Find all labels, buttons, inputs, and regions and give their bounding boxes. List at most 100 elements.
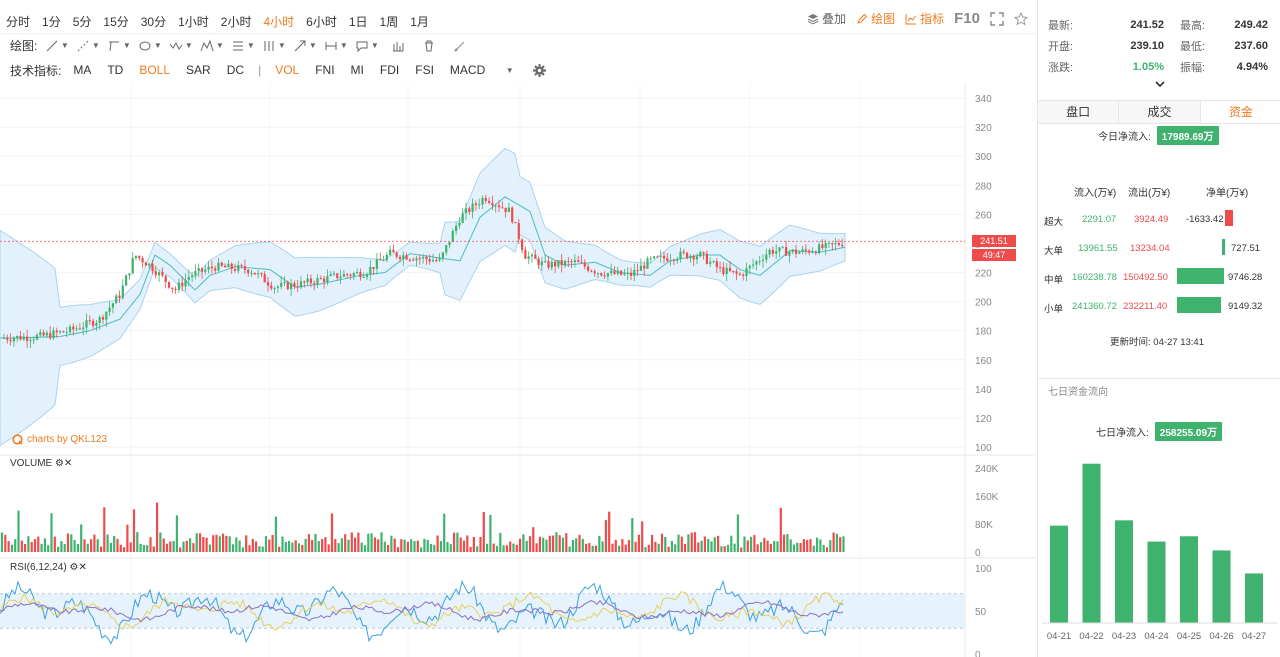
ind-sar[interactable]: SAR xyxy=(186,63,211,77)
volume-bar xyxy=(258,546,261,552)
candle-body xyxy=(250,272,253,274)
ind-macd[interactable]: MACD xyxy=(449,63,486,77)
volume-bar xyxy=(519,538,522,552)
indicator-settings[interactable] xyxy=(524,60,555,80)
volume-bar xyxy=(789,539,792,552)
volume-settings-icon[interactable]: ⚙ xyxy=(55,458,64,469)
tf-2h[interactable]: 2小时 xyxy=(220,14,252,29)
tab-funds[interactable]: 资金 xyxy=(1200,101,1280,123)
note-tool[interactable]: ▼ xyxy=(351,36,382,56)
kline-chart[interactable]: 3403203002802602402202001801601401201002… xyxy=(0,84,1036,657)
candle-body xyxy=(732,270,735,272)
tf-1d[interactable]: 1日 xyxy=(348,14,368,29)
channel-tool[interactable]: ▼ xyxy=(103,36,134,56)
candle-body xyxy=(177,282,180,290)
delete-drawings[interactable] xyxy=(413,36,444,56)
tab-orderbook[interactable]: 盘口 xyxy=(1038,101,1120,123)
ind-vol[interactable]: VOL xyxy=(275,63,300,77)
volume-bar xyxy=(769,543,772,552)
volume-bar xyxy=(783,534,786,552)
indicator-button[interactable]: 指标 xyxy=(905,10,944,27)
volume-close-icon[interactable]: ✕ xyxy=(63,458,73,469)
volume-bar xyxy=(113,536,116,552)
candle-body xyxy=(22,336,25,340)
candle-body xyxy=(39,332,42,336)
expand-chevron-icon[interactable] xyxy=(1154,80,1166,88)
rsi-settings-icon[interactable]: ⚙ xyxy=(69,562,79,573)
fib-tool[interactable]: ▼ xyxy=(227,36,258,56)
candle-body xyxy=(237,265,240,271)
volume-bar xyxy=(446,542,449,552)
fullscreen-icon[interactable] xyxy=(990,11,1004,26)
candle-body xyxy=(369,267,372,275)
tf-1w[interactable]: 1周 xyxy=(379,14,399,29)
ray-tool[interactable]: ▼ xyxy=(72,36,103,56)
wave-tool[interactable]: ▼ xyxy=(165,36,196,56)
ind-dc[interactable]: DC xyxy=(226,63,245,77)
candle-body xyxy=(349,274,352,276)
bars-tool[interactable] xyxy=(382,36,413,56)
pattern-tool[interactable]: ▼ xyxy=(196,36,227,56)
volume-bar xyxy=(509,541,512,552)
overlay-button[interactable]: 叠加 xyxy=(807,10,846,27)
line-tool[interactable]: ▼ xyxy=(41,36,72,56)
tf-1h[interactable]: 1小时 xyxy=(178,14,209,29)
more-indicators[interactable]: ▼ xyxy=(493,60,524,80)
tf-4h[interactable]: 4小时 xyxy=(263,14,295,29)
ind-ma[interactable]: MA xyxy=(73,63,92,77)
tf-5m[interactable]: 5分 xyxy=(72,14,92,29)
candle-body xyxy=(88,320,91,322)
tf-1m[interactable]: 1分 xyxy=(42,14,61,29)
tf-1mo[interactable]: 1月 xyxy=(410,14,429,29)
candle-body xyxy=(544,261,547,263)
gann-tool[interactable]: ▼ xyxy=(258,36,289,56)
ind-fdi[interactable]: FDI xyxy=(379,63,400,77)
volume-bar xyxy=(535,543,538,552)
ind-td[interactable]: TD xyxy=(107,63,124,77)
tf-fenshi[interactable]: 分时 xyxy=(6,14,31,29)
volume-bar xyxy=(634,541,637,552)
candle-body xyxy=(563,261,567,266)
chart-panes[interactable]: 3403203002802602402202001801601401201002… xyxy=(0,84,1036,657)
tab-trades[interactable]: 成交 xyxy=(1119,101,1201,123)
indicator-divider: | xyxy=(258,63,262,77)
ind-boll[interactable]: BOLL xyxy=(139,63,171,77)
volume-bar xyxy=(489,514,492,552)
ind-fsi[interactable]: FSI xyxy=(415,63,434,77)
rsi-close-icon[interactable]: ✕ xyxy=(78,562,87,573)
volume-bar xyxy=(710,541,713,552)
brush-tool[interactable] xyxy=(444,36,475,56)
tf-30m[interactable]: 30分 xyxy=(140,14,167,29)
shape-tool[interactable]: ▼ xyxy=(134,36,165,56)
volume-bar xyxy=(73,539,76,552)
candle-body xyxy=(705,253,708,264)
ind-fni[interactable]: FNI xyxy=(315,63,335,77)
candle-body xyxy=(808,250,811,253)
candle-body xyxy=(95,322,98,326)
volume-bar xyxy=(555,532,558,552)
volume-bar xyxy=(472,536,475,552)
candle-body xyxy=(662,255,666,259)
line-icon xyxy=(46,40,58,51)
arrow-tool[interactable]: ▼ xyxy=(289,36,320,56)
tf-15m[interactable]: 15分 xyxy=(103,14,129,29)
candle-body xyxy=(666,258,669,262)
measure-tool[interactable]: ▼ xyxy=(320,36,351,56)
week-date-label: 04-23 xyxy=(1112,631,1136,642)
volume-bar xyxy=(83,539,86,552)
candle-body xyxy=(68,326,72,333)
volume-bar xyxy=(502,545,505,552)
volume-bar xyxy=(192,543,195,552)
star-icon[interactable] xyxy=(1014,11,1028,26)
f10-button[interactable]: F10 xyxy=(954,10,980,27)
candle-body xyxy=(788,251,791,256)
volume-bar xyxy=(317,541,320,552)
draw-button[interactable]: 绘图 xyxy=(856,10,895,27)
volume-bar xyxy=(311,539,314,552)
volume-bar xyxy=(235,537,238,552)
quote-row-1: 最新: 241.52 最高: 249.42 xyxy=(1038,14,1280,35)
ind-mi[interactable]: MI xyxy=(350,63,364,77)
volume-bar xyxy=(561,537,565,552)
candle-body xyxy=(78,328,81,330)
tf-6h[interactable]: 6小时 xyxy=(306,14,337,29)
